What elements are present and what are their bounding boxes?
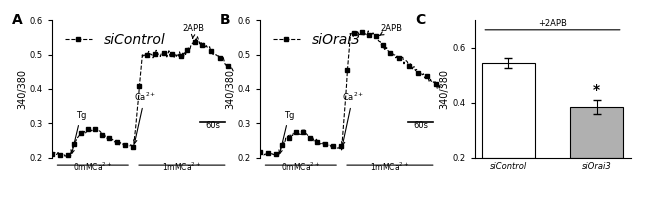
Text: 2APB: 2APB: [183, 23, 205, 38]
Text: +2APB: +2APB: [538, 19, 567, 28]
Text: 60s: 60s: [413, 121, 428, 130]
Y-axis label: 340/380: 340/380: [439, 69, 449, 109]
Text: A: A: [12, 13, 23, 27]
Text: 0mMCa$^{2+}$: 0mMCa$^{2+}$: [281, 160, 320, 173]
Bar: [482, 63, 535, 158]
Text: 2APB: 2APB: [380, 23, 403, 35]
Text: 60s: 60s: [205, 121, 220, 130]
Bar: [570, 107, 623, 158]
Text: Tg: Tg: [279, 111, 294, 154]
Text: C: C: [415, 13, 426, 27]
Legend: siControl: siControl: [59, 27, 171, 52]
Y-axis label: 340/380: 340/380: [225, 69, 235, 109]
Legend: siOrai3: siOrai3: [267, 27, 366, 52]
Text: 0mMCa$^{2+}$: 0mMCa$^{2+}$: [73, 160, 112, 173]
Y-axis label: 340/380: 340/380: [17, 69, 27, 109]
Text: Ca$^{2+}$: Ca$^{2+}$: [133, 90, 156, 143]
Text: 1mMCa$^{2+}$: 1mMCa$^{2+}$: [162, 160, 202, 173]
Text: B: B: [220, 13, 231, 27]
Text: *: *: [593, 83, 601, 97]
Text: 1mMCa$^{2+}$: 1mMCa$^{2+}$: [370, 160, 410, 173]
Text: Ca$^{2+}$: Ca$^{2+}$: [341, 90, 364, 145]
Text: Tg: Tg: [71, 111, 86, 153]
